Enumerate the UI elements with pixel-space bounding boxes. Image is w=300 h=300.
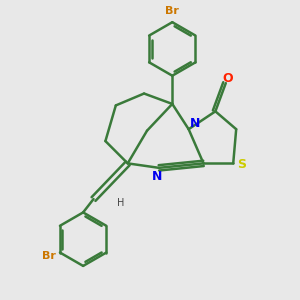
Text: H: H	[117, 199, 124, 208]
Text: Br: Br	[165, 6, 179, 16]
Text: Br: Br	[42, 250, 56, 260]
Text: S: S	[237, 158, 246, 171]
Text: O: O	[222, 72, 232, 85]
Text: N: N	[189, 117, 200, 130]
Text: N: N	[152, 170, 163, 183]
